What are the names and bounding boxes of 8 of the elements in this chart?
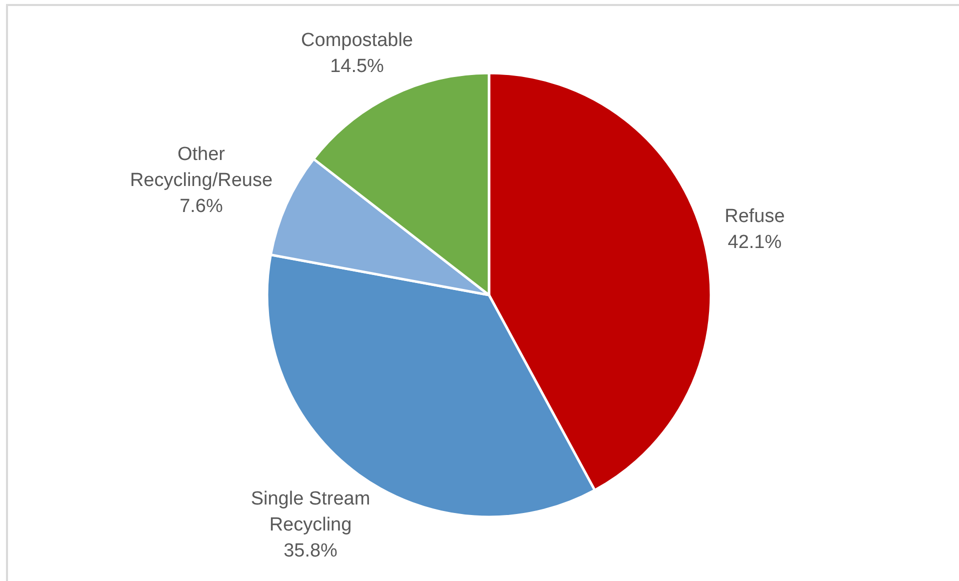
slice-label: Single Stream Recycling	[250, 488, 370, 536]
slice-label: Refuse	[724, 206, 785, 228]
data-label: 35.8%	[284, 540, 338, 562]
data-label: 14.5%	[330, 56, 384, 78]
slice-label: Other Recycling/Reuse	[130, 144, 273, 191]
slice-label: Compostable	[301, 30, 414, 52]
data-label: 42.1%	[728, 232, 782, 254]
data-label: 7.6%	[180, 196, 223, 217]
